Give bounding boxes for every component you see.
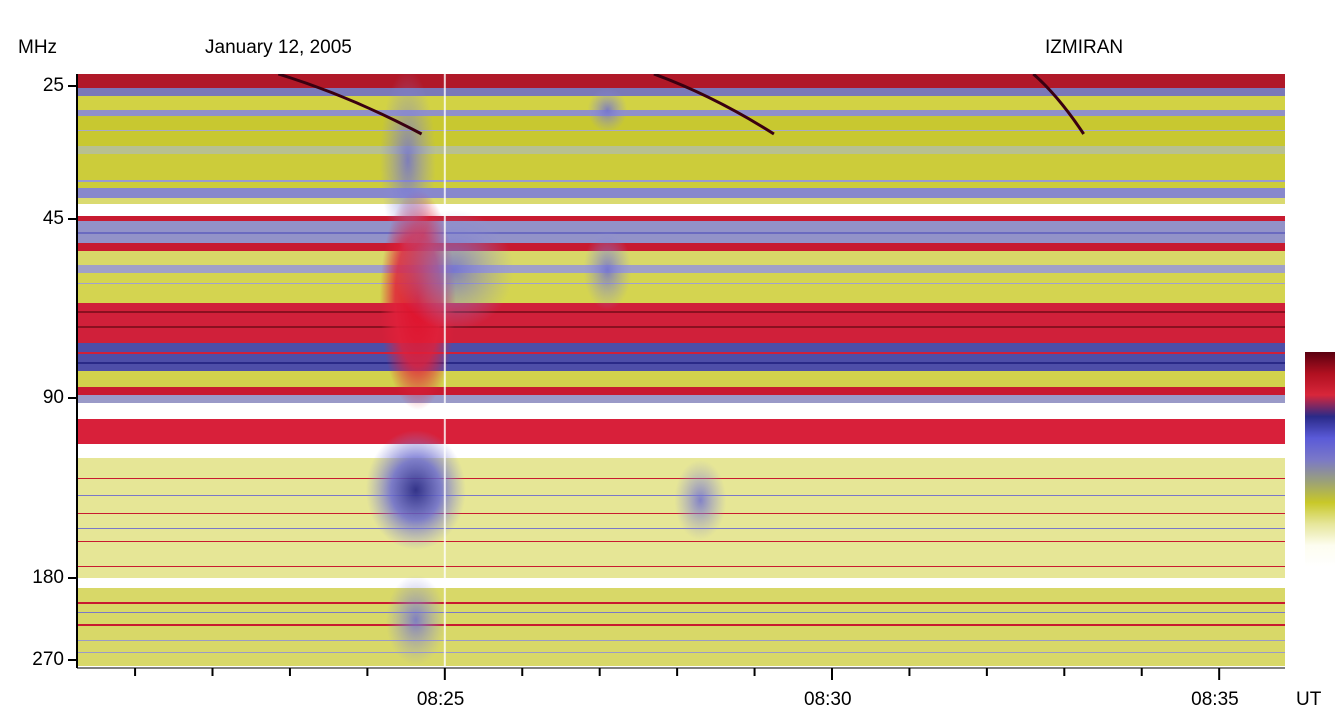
y-tick-label-90: 90 xyxy=(42,387,64,408)
y-tick-label-25: 25 xyxy=(42,75,64,96)
spectrogram-image xyxy=(77,74,1285,666)
y-tick-label-45: 45 xyxy=(42,208,64,229)
x-tick-label-0835: 08:35 xyxy=(1191,689,1239,710)
x-tick-label-0825: 08:25 xyxy=(416,689,465,710)
plot-axes xyxy=(68,74,1285,680)
colorbar xyxy=(1305,352,1335,567)
observatory-label: IZMIRAN xyxy=(1045,37,1124,58)
y-tick-label-180: 180 xyxy=(32,567,64,588)
x-axis-unit-label: UT xyxy=(1296,689,1322,710)
y-axis-unit-label: MHz xyxy=(18,37,58,58)
chart-title-date: January 12, 2005 xyxy=(205,37,352,58)
x-tick-label-0830: 08:30 xyxy=(804,689,852,710)
y-tick-label-270: 270 xyxy=(32,649,64,670)
